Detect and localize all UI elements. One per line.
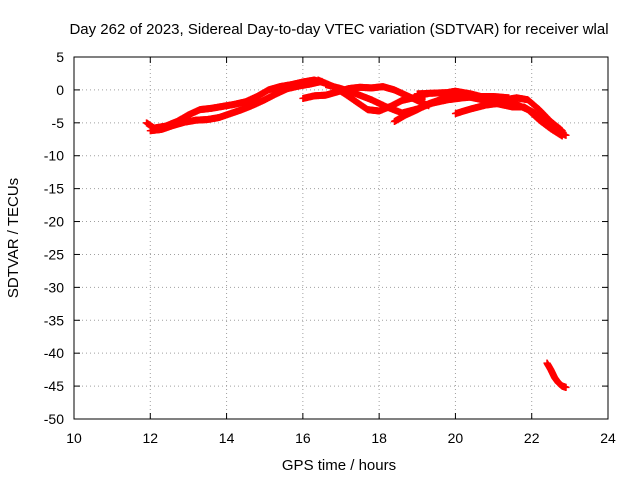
y-tick-label: 0 — [56, 82, 64, 98]
y-tick-label: -10 — [44, 148, 64, 164]
series-arc-10-outlier — [543, 359, 570, 391]
x-tick-label: 18 — [371, 430, 387, 446]
y-tick-label: 5 — [56, 49, 64, 65]
y-tick-label: -25 — [44, 246, 64, 262]
y-tick-label: -50 — [44, 411, 64, 427]
data-points — [142, 76, 570, 391]
y-tick-label: -5 — [52, 115, 65, 131]
series-arc-9-late — [463, 92, 570, 139]
x-tick-label: 20 — [448, 430, 464, 446]
y-axis-ticks: 5 0 -5 -10 -15 -20 -25 -30 -35 -40 -45 -50 — [44, 49, 608, 427]
y-axis-label: SDTVAR / TECUs — [5, 178, 22, 298]
x-tick-label: 24 — [600, 430, 616, 446]
x-tick-label: 22 — [524, 430, 540, 446]
x-tick-label: 12 — [142, 430, 158, 446]
y-tick-label: -45 — [44, 378, 64, 394]
y-tick-label: -35 — [44, 312, 64, 328]
data-point — [562, 383, 570, 391]
x-axis-label: GPS time / hours — [282, 457, 396, 474]
y-tick-label: -40 — [44, 345, 64, 361]
x-tick-label: 10 — [66, 430, 82, 446]
y-tick-label: -15 — [44, 181, 64, 197]
x-tick-label: 16 — [295, 430, 311, 446]
x-axis-ticks: 10 12 14 16 18 20 22 24 — [66, 57, 616, 446]
grid-lines — [74, 57, 608, 419]
plot-frame — [73, 56, 609, 420]
data-point — [562, 131, 570, 139]
y-tick-label: -20 — [44, 214, 64, 230]
chart-title: Day 262 of 2023, Sidereal Day-to-day VTE… — [69, 21, 608, 38]
y-tick-label: -30 — [44, 279, 64, 295]
x-tick-label: 14 — [219, 430, 235, 446]
